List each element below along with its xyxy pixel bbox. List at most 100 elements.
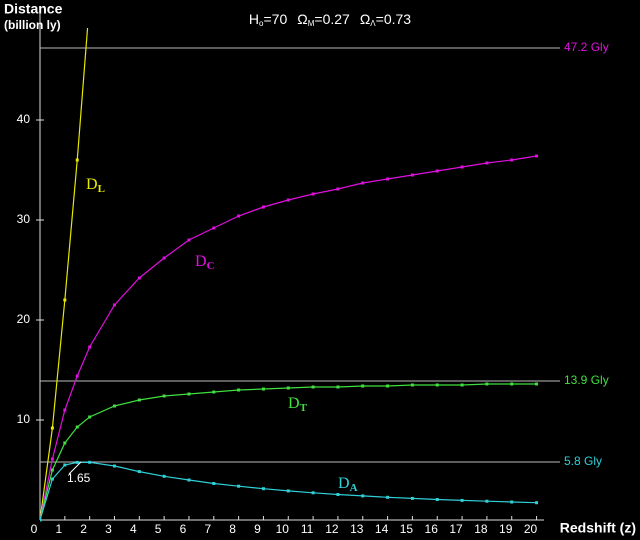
reference-label: 47.2 Gly [564,40,609,54]
data-point [212,390,216,394]
series-subscript: C [207,260,215,272]
data-point [311,491,315,495]
x-tick-label: 9 [254,522,261,536]
data-point [286,489,290,493]
data-point [336,385,340,389]
x-tick-label: 4 [130,522,137,536]
data-point [63,298,67,302]
x-tick-label: 19 [499,522,513,536]
reference-label: 5.8 Gly [564,454,602,468]
x-tick-label: 17 [449,522,463,536]
series-subscript: T [300,402,308,414]
data-point [361,181,365,185]
series-name: D [195,253,207,270]
x-tick-label: 5 [155,522,162,536]
data-point [162,256,166,260]
data-point [50,468,54,472]
x-tick-label: 8 [229,522,236,536]
data-point [485,382,489,386]
data-point [50,426,54,430]
data-point [435,498,439,501]
data-point [311,192,315,196]
x-tick-label: 3 [105,522,112,536]
data-point [63,441,67,445]
reference-label: 13.9 Gly [564,373,609,387]
title-symbol: Ω [297,11,307,27]
data-point [410,173,414,177]
data-point [386,177,390,181]
data-point [187,392,191,396]
data-point [237,214,241,218]
data-point [535,154,539,158]
series-subscript: A [350,482,358,494]
data-point [162,474,166,478]
x-tick-label: 2 [80,522,87,536]
y-tick-label: 30 [17,212,31,226]
plot-area [40,28,539,522]
x-tick-label: 10 [276,522,290,536]
data-point [435,169,439,173]
x-tick-label: 6 [180,522,187,536]
data-point [410,496,414,500]
series-subscript: L [98,183,105,195]
data-point [361,384,365,388]
data-point [435,383,439,387]
series-label: DC [195,253,215,272]
data-point [485,499,489,503]
data-point [112,303,116,307]
y-axis-title: Distance [4,1,63,17]
data-point [261,205,265,209]
data-point [112,404,116,408]
x-axis-title: Redshift (z) [560,520,636,536]
data-point [336,493,340,496]
x-tick-label: 18 [474,522,488,536]
x-tick-label: 15 [400,522,414,536]
x-tick-label: 13 [350,522,364,536]
data-point [286,386,290,390]
data-point [212,482,216,485]
chart-title: Ho=70 ΩM=0.27 ΩΛ=0.73 [249,11,411,28]
title-subscript: M [308,19,315,28]
data-point [510,382,514,386]
data-point [510,158,514,162]
data-point [535,382,539,386]
data-point [361,494,365,498]
y-tick-label: 20 [17,312,31,326]
data-point [75,374,79,378]
data-point [187,238,191,242]
data-point [286,198,290,202]
data-point [311,385,315,389]
data-point [261,487,265,491]
x-tick-label: 11 [301,522,314,536]
title-symbol: H [249,11,259,27]
data-point [63,463,67,467]
series-name: D [288,395,300,412]
series-label: DT [288,395,308,414]
data-point [386,495,390,499]
data-point [187,478,191,482]
data-point [237,388,241,392]
data-point [50,477,54,481]
series-label: DL [86,176,105,195]
title-subscript: o [259,19,264,28]
data-point [460,165,464,169]
data-point [88,415,92,419]
data-point [112,464,116,468]
y-tick-label: 40 [17,112,31,126]
title-subscript: Λ [370,19,376,28]
data-point [137,470,141,474]
title-value: =0.27 [314,11,350,27]
annotation-line [68,461,82,475]
data-point [386,384,390,388]
series-label: DA [338,475,358,494]
data-point [336,187,340,191]
x-tick-label: 7 [204,522,211,536]
x-tick-label: 0 [31,522,38,536]
data-point [237,484,241,488]
data-point [162,394,166,398]
data-point [212,226,216,230]
data-point [137,398,141,402]
